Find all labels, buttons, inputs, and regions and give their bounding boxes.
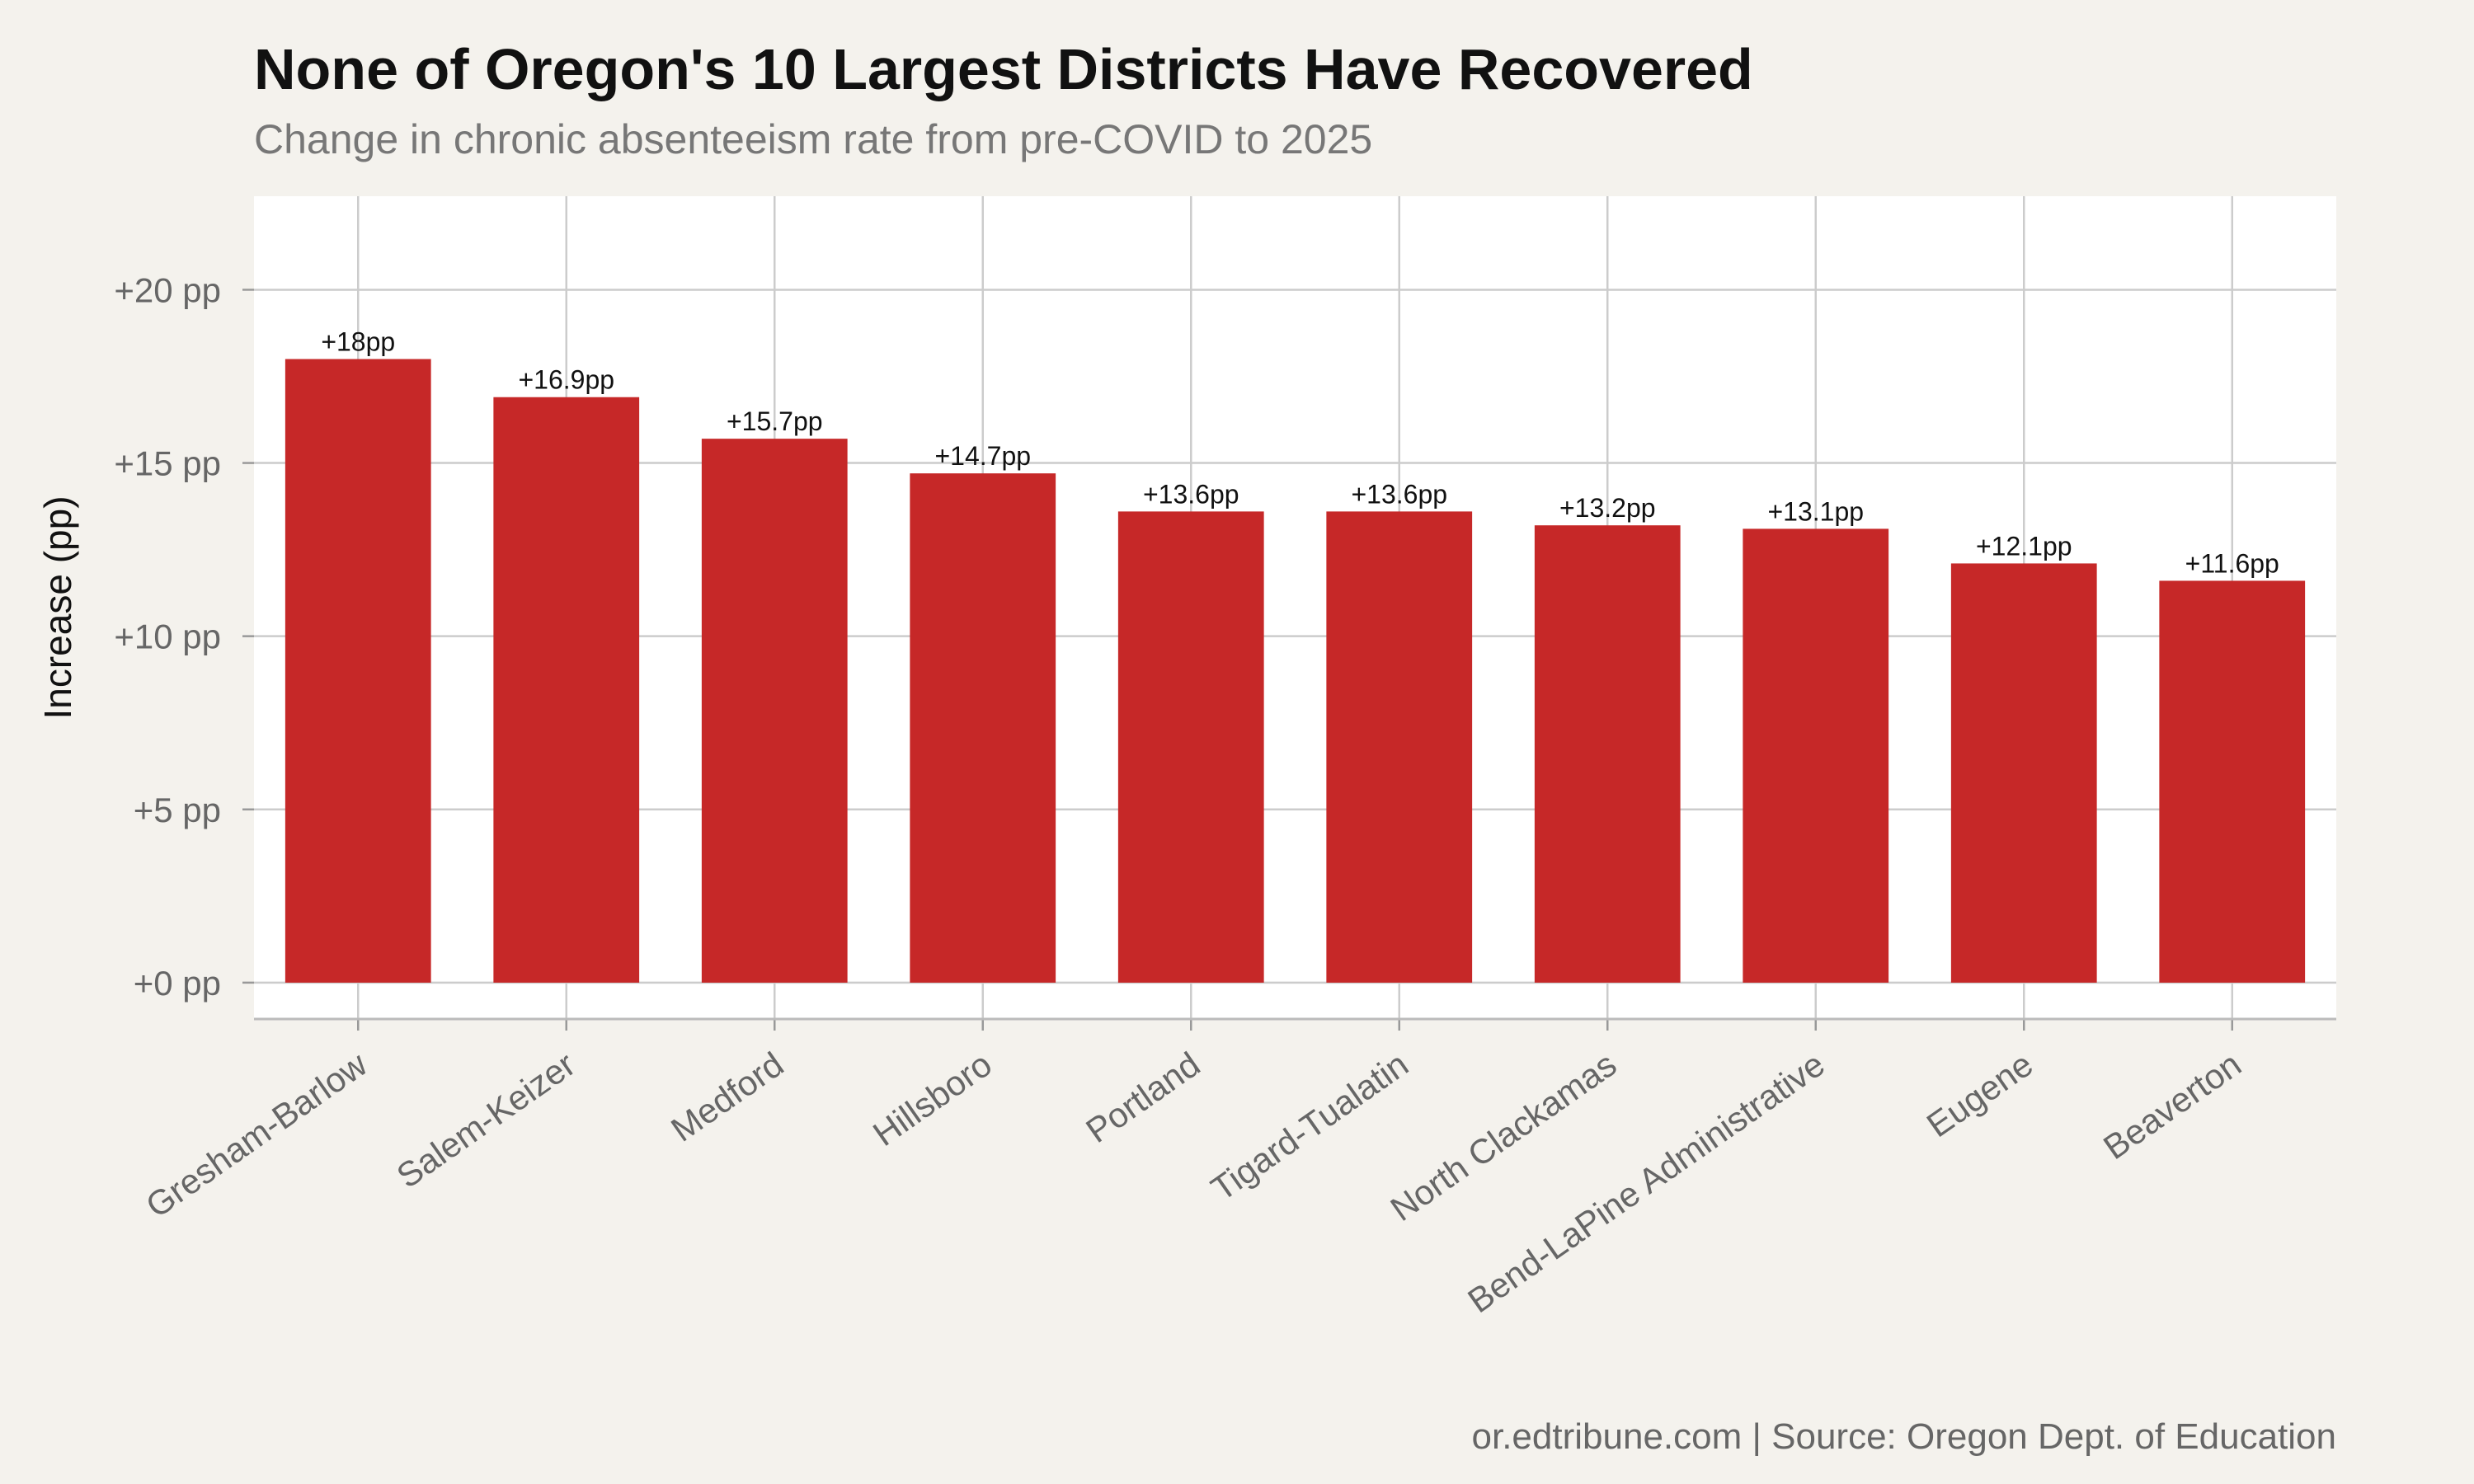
- data-label: +13.6pp: [1351, 479, 1447, 509]
- bars: [285, 359, 2306, 983]
- x-axis-ticks: Gresham-Barlow Salem-Keizer Medford Hillsbo…: [139, 1019, 2248, 1320]
- y-tick-label: +5 pp: [134, 791, 221, 829]
- x-tick-label: Salem-Keizer: [389, 1045, 581, 1195]
- x-tick-label: Gresham-Barlow: [139, 1044, 374, 1225]
- bar: [701, 439, 848, 983]
- y-tick-label: +15 pp: [114, 444, 221, 483]
- source-note: or.edtribune.com | Source: Oregon Dept. …: [1471, 1416, 2336, 1457]
- data-label: +18pp: [321, 326, 395, 356]
- y-tick-label: +20 pp: [114, 270, 221, 309]
- data-label: +16.9pp: [518, 365, 614, 395]
- x-tick-label: Medford: [664, 1045, 790, 1149]
- bar: [1534, 525, 1681, 983]
- bar: [1117, 511, 1264, 983]
- y-tick-label: +10 pp: [114, 618, 221, 656]
- bar: [1743, 528, 1889, 983]
- x-tick-label: Hillsboro: [866, 1045, 999, 1153]
- x-tick-label: Portland: [1079, 1045, 1206, 1150]
- chart-subtitle: Change in chronic absenteeism rate from …: [254, 116, 1373, 162]
- data-label: +13.6pp: [1143, 479, 1239, 509]
- bar: [2159, 580, 2306, 983]
- data-label: +15.7pp: [727, 406, 823, 436]
- y-tick-label: +0 pp: [134, 964, 221, 1003]
- data-label: +14.7pp: [934, 441, 1031, 471]
- y-axis-title: Increase (pp): [36, 495, 79, 719]
- bar: [910, 473, 1056, 983]
- x-tick-label: Tigard-Tualatin: [1204, 1045, 1415, 1209]
- data-label: +13.2pp: [1559, 493, 1656, 523]
- data-label: +11.6pp: [2185, 548, 2279, 578]
- bar: [493, 397, 640, 983]
- data-labels: +18pp +16.9pp +15.7pp +14.7pp +13.6pp +13.6pp…: [321, 326, 2279, 578]
- x-tick-label: Eugene: [1920, 1045, 2040, 1145]
- y-axis-ticks: +0 pp +5 pp +10 pp +15 pp +20 pp: [114, 270, 254, 1003]
- chart-title: None of Oregon's 10 Largest Districts Ha…: [254, 37, 1753, 101]
- data-label: +12.1pp: [1976, 531, 2072, 561]
- data-label: +13.1pp: [1767, 496, 1864, 526]
- bar: [285, 359, 431, 983]
- x-tick-label: Bend-LaPine Administrative: [1460, 1045, 1832, 1320]
- x-tick-label: Beaverton: [2096, 1045, 2248, 1167]
- bar: [1326, 511, 1473, 983]
- bar: [1950, 563, 2097, 983]
